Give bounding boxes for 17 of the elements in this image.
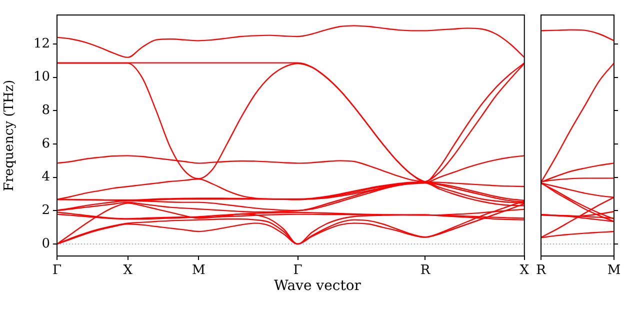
y-tick-label: 12 [33,36,50,52]
x-axis-title: Wave vector [273,278,362,294]
x-tick-label: R [536,263,548,278]
x-tick-label: R [420,263,432,278]
x-tick-label: M [607,263,621,278]
y-tick-label: 8 [42,103,50,118]
y-tick-label: 0 [42,236,50,252]
x-tick-label: Γ [52,263,62,278]
x-tick-label: X [520,263,530,278]
y-tick-label: 4 [42,170,50,185]
x-tick-label: M [192,263,206,278]
y-tick-label: 10 [33,70,50,85]
y-tick-label: 6 [42,136,50,152]
x-tick-label: X [123,263,134,278]
y-axis-title: Frequency (THz) [2,80,18,192]
y-tick-label: 2 [42,203,50,218]
x-tick-label: Γ [293,263,302,278]
